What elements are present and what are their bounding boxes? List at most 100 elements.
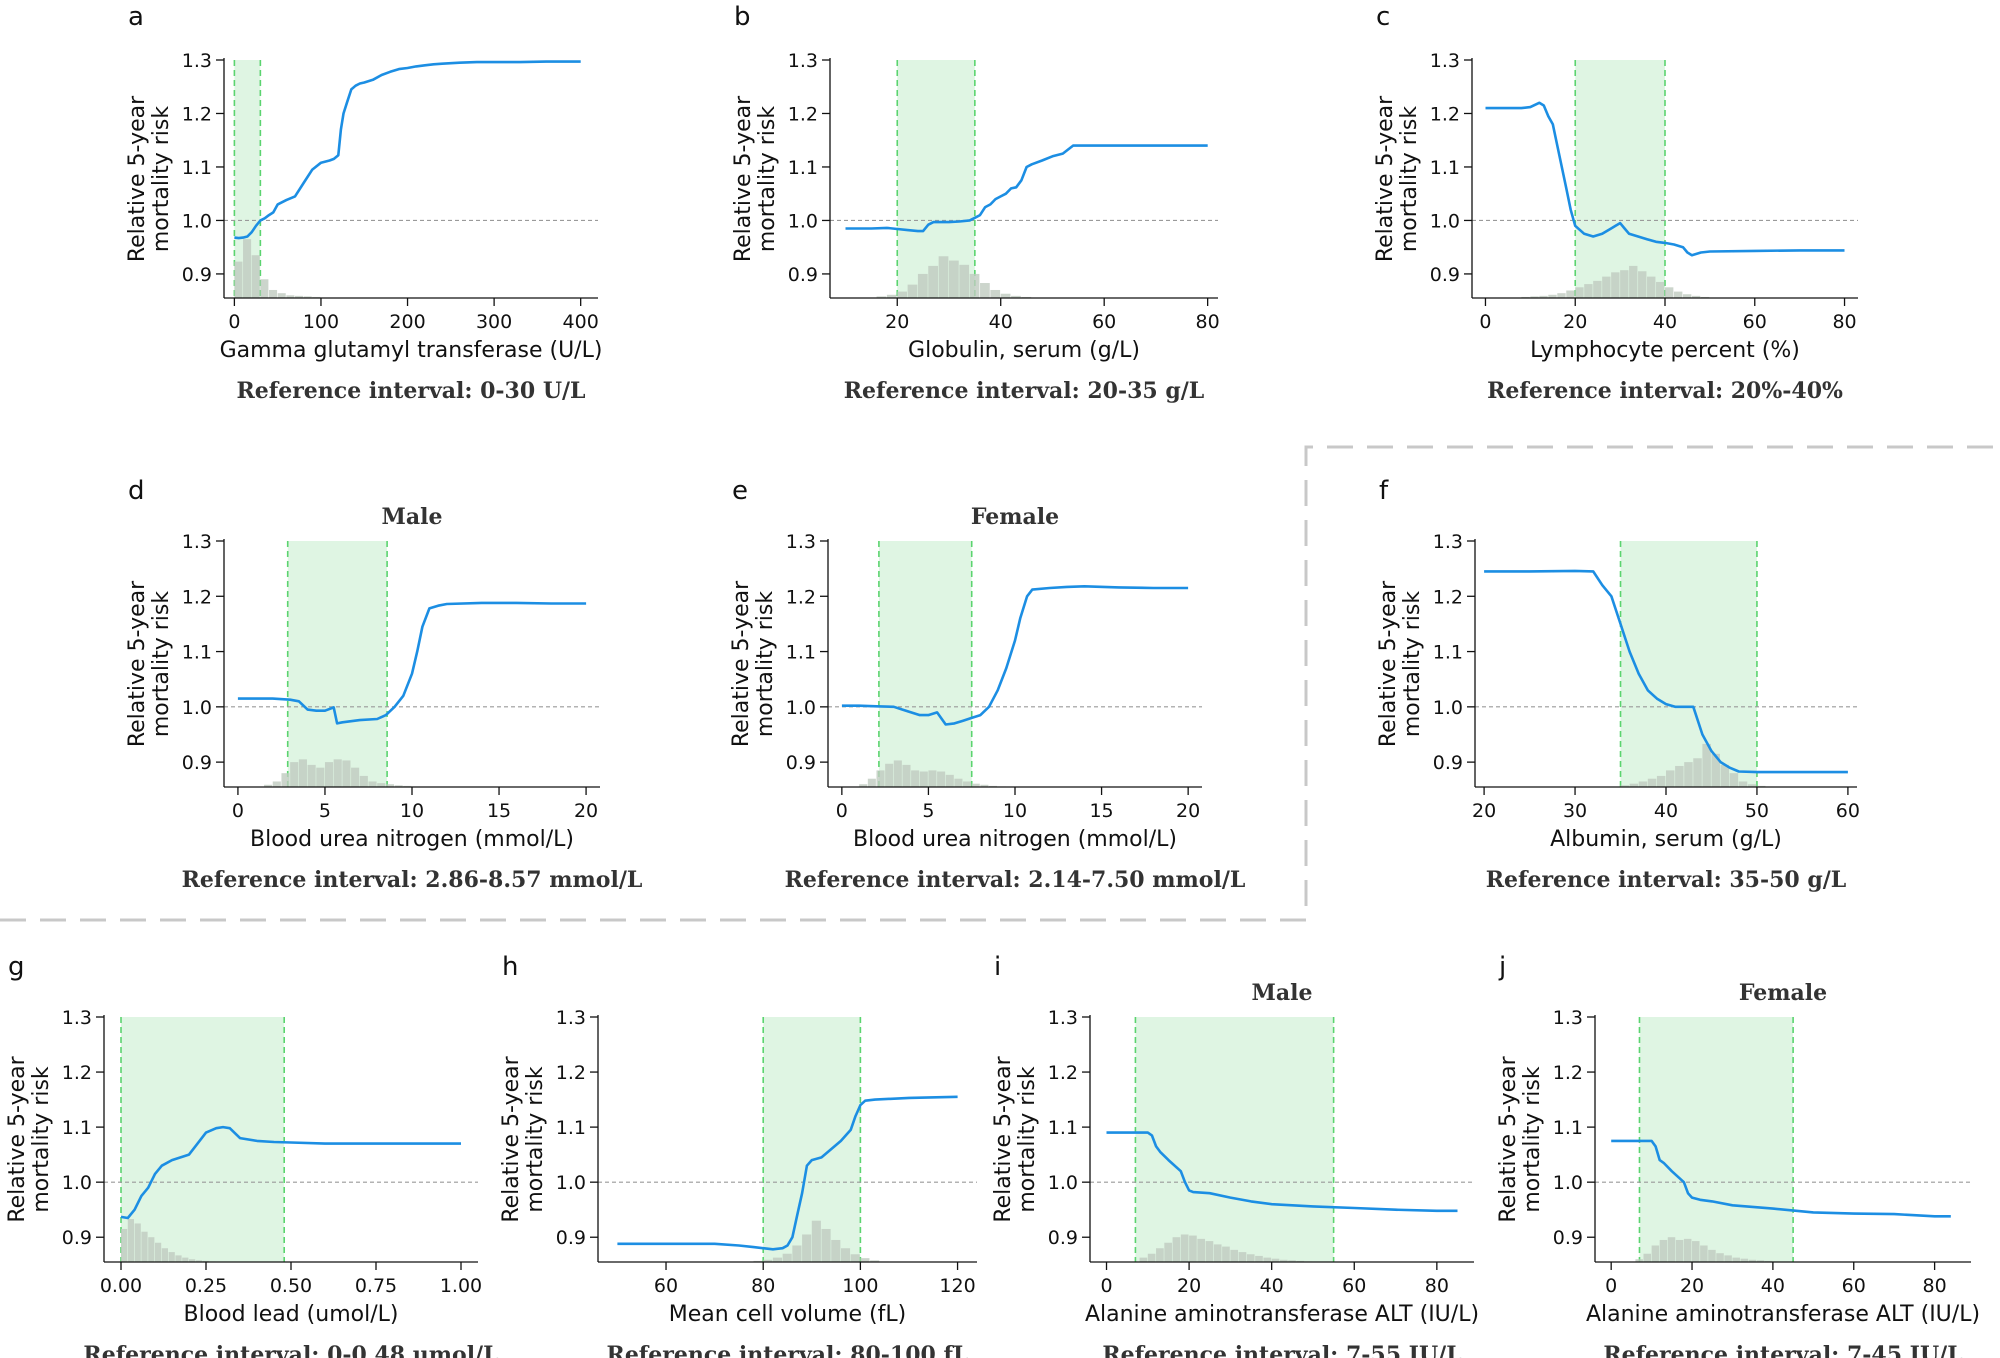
histogram-bar: [1530, 296, 1539, 298]
reference-band: [121, 1017, 285, 1262]
y-tick-label: 1.2: [1553, 1062, 1583, 1084]
y-axis-label: Relative 5-year: [1373, 95, 1398, 262]
histogram-bar: [182, 1257, 189, 1262]
panel-letter: d: [128, 476, 145, 506]
histogram-bar: [782, 1253, 792, 1262]
histogram-bar: [1666, 770, 1675, 787]
y-axis-label: Relative 5-year: [991, 1055, 1016, 1222]
histogram-bar: [1724, 1255, 1732, 1262]
x-tick-label: 20: [574, 800, 598, 822]
panel-f: 0.9 1.0 1.1 1.2 1.3 20 30 40 50 60 Albumin, serum …: [1376, 476, 1860, 893]
x-tick-label: 100: [842, 1275, 878, 1297]
x-tick-label: 0.25: [185, 1275, 227, 1297]
reference-interval-text: Reference interval: 2.14-7.50 mmol/L: [785, 867, 1246, 893]
histogram-bar: [1675, 765, 1684, 787]
y-tick-label: 0.9: [556, 1227, 586, 1249]
x-tick-label: 80: [1196, 311, 1220, 333]
reference-interval-text: Reference interval: 0-0.48 umol/L: [83, 1342, 498, 1358]
histogram-bar: [1246, 1254, 1255, 1262]
histogram-bar: [121, 1228, 128, 1262]
x-tick-label: 60: [654, 1275, 678, 1297]
histogram-bar: [1647, 778, 1657, 787]
reference-interval-text: Reference interval: 35-50 g/L: [1486, 867, 1847, 893]
x-tick-label: 400: [563, 311, 599, 333]
x-tick-label: 20: [1680, 1275, 1704, 1297]
histogram-bar: [1708, 1249, 1716, 1262]
histogram-bar: [937, 771, 946, 787]
x-tick-label: 200: [389, 311, 425, 333]
y-tick-label: 1.2: [786, 586, 816, 608]
histogram-bar: [155, 1242, 162, 1262]
histogram-bar: [1747, 784, 1757, 787]
y-axis-label: Relative 5-year: [1376, 580, 1401, 747]
histogram-bar: [127, 1219, 134, 1262]
histogram-bar: [1279, 1259, 1288, 1262]
histogram-bar: [1720, 764, 1730, 787]
panel-subtitle: Male: [382, 504, 443, 530]
y-tick-label: 0.9: [1553, 1227, 1583, 1249]
histogram-bar: [1620, 785, 1630, 787]
risk-curve: [1485, 101, 1845, 257]
y-tick-label: 1.0: [1553, 1172, 1583, 1194]
y-tick-label: 1.3: [1048, 1007, 1078, 1029]
y-tick-label: 1.0: [182, 697, 212, 719]
y-tick-label: 1.1: [182, 157, 212, 179]
risk-curve: [1106, 1131, 1458, 1213]
panel-subtitle: Male: [1252, 980, 1313, 1006]
reference-band: [287, 541, 388, 787]
histogram-bar: [1584, 284, 1593, 298]
x-axis-label: Alanine aminotransferase ALT (IU/L): [1586, 1302, 1980, 1327]
y-tick-label: 1.3: [182, 531, 212, 553]
reference-band: [1620, 541, 1757, 787]
histogram-bar: [1729, 773, 1739, 787]
histogram-bar: [885, 763, 894, 787]
histogram-bar: [1693, 758, 1702, 787]
histogram-bar: [1557, 293, 1566, 298]
y-tick-label: 1.2: [182, 586, 212, 608]
histogram-bar: [1271, 1258, 1280, 1262]
x-tick-label: 40: [1654, 800, 1678, 822]
histogram-bar: [161, 1248, 168, 1262]
histogram-bar: [917, 273, 928, 298]
histogram-bar: [1738, 781, 1748, 787]
x-axis-label: Blood urea nitrogen (mmol/L): [250, 827, 574, 852]
y-axis-label: Relative 5-year: [499, 1055, 524, 1222]
x-tick-label: 0.75: [355, 1275, 397, 1297]
histogram-bar: [1189, 1235, 1197, 1262]
y-tick-label: 1.2: [62, 1062, 92, 1084]
y-tick-label: 1.1: [1433, 642, 1463, 664]
histogram-bar: [811, 1220, 821, 1262]
y-tick-label: 1.3: [62, 1007, 92, 1029]
histogram-bar: [286, 295, 295, 298]
y-tick-label: 1.2: [1048, 1062, 1078, 1084]
histogram-bar: [1629, 783, 1639, 787]
histogram-bar: [298, 759, 307, 787]
histogram-bar: [1197, 1238, 1206, 1262]
histogram-bar: [1643, 1253, 1652, 1262]
y-tick-label: 0.9: [182, 752, 212, 774]
x-tick-label: 60: [1342, 1275, 1366, 1297]
histogram-bar: [1700, 1245, 1708, 1262]
x-tick-label: 30: [1563, 800, 1587, 822]
x-axis-label: Blood lead (umol/L): [184, 1302, 399, 1327]
separator-line: [0, 445, 2000, 922]
y-tick-label: 1.0: [62, 1172, 92, 1194]
histogram-bar: [1691, 295, 1701, 298]
histogram-bar: [269, 289, 278, 298]
x-tick-label: 100: [303, 311, 339, 333]
histogram-bar: [928, 770, 937, 787]
x-tick-label: 20: [1563, 311, 1587, 333]
x-tick-label: 15: [487, 800, 511, 822]
panel-letter: g: [8, 952, 25, 982]
x-axis-label: Mean cell volume (fL): [669, 1302, 906, 1327]
y-axis-label: mortality risk: [149, 106, 174, 253]
x-tick-label: 20: [1177, 1275, 1201, 1297]
reference-interval-text: Reference interval: 7-55 IU/L: [1102, 1342, 1461, 1358]
histogram-bar: [763, 1259, 773, 1262]
y-tick-label: 0.9: [786, 752, 816, 774]
histogram-bar: [959, 264, 970, 298]
y-tick-label: 1.0: [1433, 697, 1463, 719]
x-tick-label: 0: [1605, 1275, 1617, 1297]
y-axis-label: Relative 5-year: [125, 580, 150, 747]
